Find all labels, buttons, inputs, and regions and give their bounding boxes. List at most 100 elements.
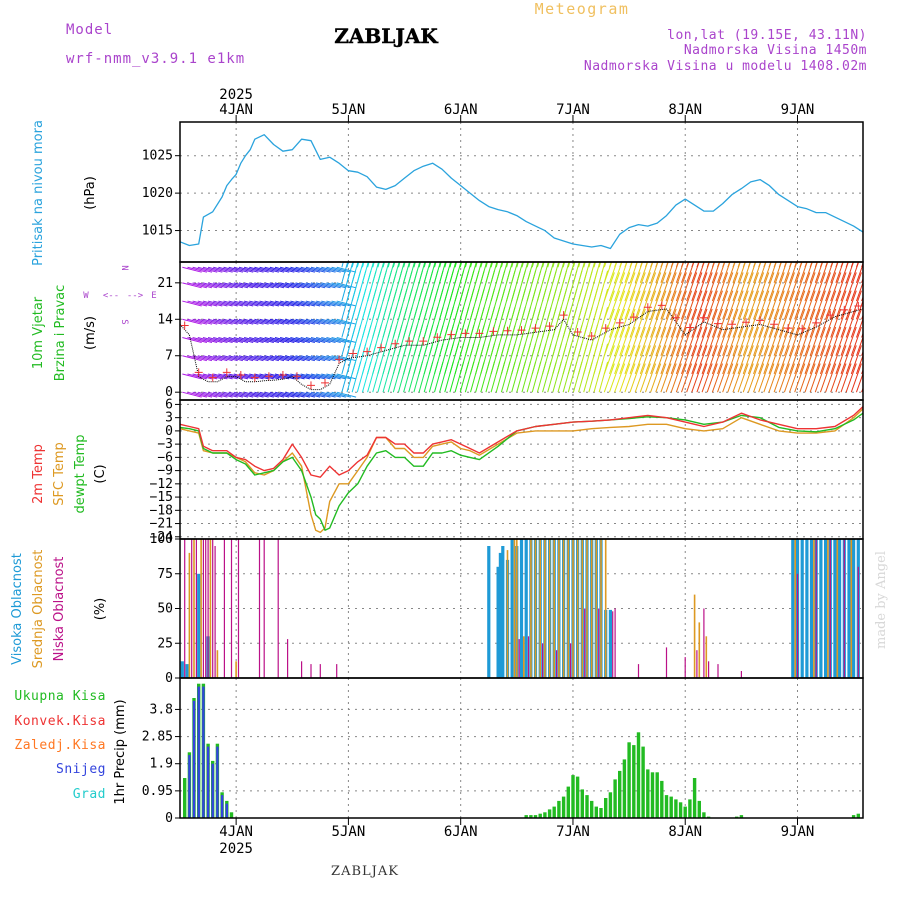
wind-barb <box>197 355 218 362</box>
cloud-mid-bar <box>794 539 796 678</box>
wind-barb <box>598 343 609 375</box>
cloud-high-bar <box>824 539 828 678</box>
wind-barb <box>732 326 744 356</box>
wind-barb <box>459 262 467 283</box>
wind-barb <box>819 272 831 302</box>
bottom-xtick-label: 7JAN <box>556 824 590 840</box>
wind-barb <box>840 326 852 356</box>
bottom-xtick-label: 9JAN <box>781 824 815 840</box>
wind-barb <box>285 337 305 343</box>
wind-barb <box>629 272 641 302</box>
wind-barb <box>706 262 716 283</box>
wind-barb <box>598 288 609 320</box>
wind-gust-marker <box>391 339 400 348</box>
wind-barb <box>717 308 729 338</box>
cloud-high-bar <box>819 539 823 678</box>
cloud-mid-bar <box>534 539 537 678</box>
cloud-mid-bar <box>553 539 555 678</box>
cloud-panel: 0 25 50 75 100 <box>150 532 863 686</box>
cloud-low-bar <box>336 664 338 678</box>
wind-barb <box>845 262 855 283</box>
wind-barb <box>830 262 834 268</box>
wind-barb <box>747 290 759 320</box>
wind-barb <box>603 272 615 302</box>
wind-barb <box>758 345 770 375</box>
precip-total-bar <box>851 815 856 818</box>
wind-barb <box>300 282 321 289</box>
wind-barb <box>825 290 837 320</box>
wind-barb <box>449 262 457 283</box>
temp-ytick-label: −6 <box>157 450 173 465</box>
wind-ylabel-line2: Brzina i Pravac <box>53 285 68 382</box>
cloud-mid-bar <box>576 539 579 678</box>
cloud-low-bar <box>857 566 859 678</box>
wind-barb <box>634 308 646 338</box>
wind-barb <box>737 262 746 283</box>
wind-barb <box>855 335 863 356</box>
wind-barb <box>213 373 233 380</box>
wind-barb <box>686 290 698 320</box>
wind-barb <box>675 363 687 393</box>
wind-barb <box>742 272 754 302</box>
wind-barb <box>598 262 606 283</box>
wind-barb <box>644 345 657 375</box>
wind-barb <box>681 326 693 356</box>
wind-barb <box>763 272 775 302</box>
cloud-mid-bar <box>850 539 853 678</box>
cloud-high-bar <box>496 566 500 678</box>
wind-gust-marker <box>587 331 596 340</box>
wind-barb <box>701 262 710 283</box>
wind-barb <box>434 262 441 283</box>
precip-total-bar <box>608 792 613 818</box>
cloud-low-bar <box>205 539 207 678</box>
wind-barb <box>634 326 646 356</box>
wind-barb <box>706 363 718 393</box>
precip-total-bar <box>739 815 744 818</box>
wind-barb <box>259 318 280 325</box>
wind-barb <box>249 266 269 273</box>
precip-ylabel: 1hr Precip (mm) <box>113 699 128 804</box>
cloud-ylabel-low: Niska Oblacnost <box>52 557 67 662</box>
wind-barb <box>742 345 754 375</box>
wind-barb <box>259 282 280 289</box>
cloud-mid-bar <box>595 539 598 678</box>
wind-barb <box>722 262 726 268</box>
wind-barb <box>218 266 238 273</box>
wind-barb <box>809 272 821 302</box>
wind-barb <box>495 262 503 283</box>
wind-barb <box>269 391 290 398</box>
wind-barb <box>758 290 770 320</box>
wind-barb <box>722 308 734 338</box>
wind-barb <box>243 300 264 307</box>
wind-barb <box>346 262 354 283</box>
wind-barb <box>285 266 305 273</box>
wind-barb <box>593 262 601 283</box>
wind-barb <box>213 266 233 273</box>
wind-barb <box>213 355 233 362</box>
wind-barb <box>763 308 775 338</box>
precip-panel: 0 0.95 1.9 2.85 3.8 <box>142 678 863 826</box>
wind-barb <box>197 337 218 343</box>
wind-barb <box>331 300 352 307</box>
wind-barb <box>665 308 677 338</box>
precip-total-bar <box>599 808 603 818</box>
wind-barb <box>264 391 285 398</box>
wind-barb <box>603 326 615 356</box>
cloud-mid-bar <box>586 539 588 678</box>
wind-gust-marker <box>292 372 301 381</box>
wind-barb <box>207 300 228 307</box>
top-xtick-label: 6JAN <box>444 102 478 118</box>
wind-barb <box>789 262 792 268</box>
wind-barb <box>470 262 477 283</box>
top-xtick-label: 7JAN <box>556 102 590 118</box>
cloud-mid-bar <box>193 539 195 678</box>
wind-barb <box>259 337 280 343</box>
wind-barb <box>213 337 233 343</box>
precip-total-bar <box>655 772 659 818</box>
legend-snow: Snijeg <box>56 762 106 777</box>
elevation-label: Nadmorska Visina 1450m <box>684 43 867 58</box>
wind-barb <box>670 262 674 268</box>
wind-barb <box>259 266 280 273</box>
wind-barb <box>727 345 739 375</box>
